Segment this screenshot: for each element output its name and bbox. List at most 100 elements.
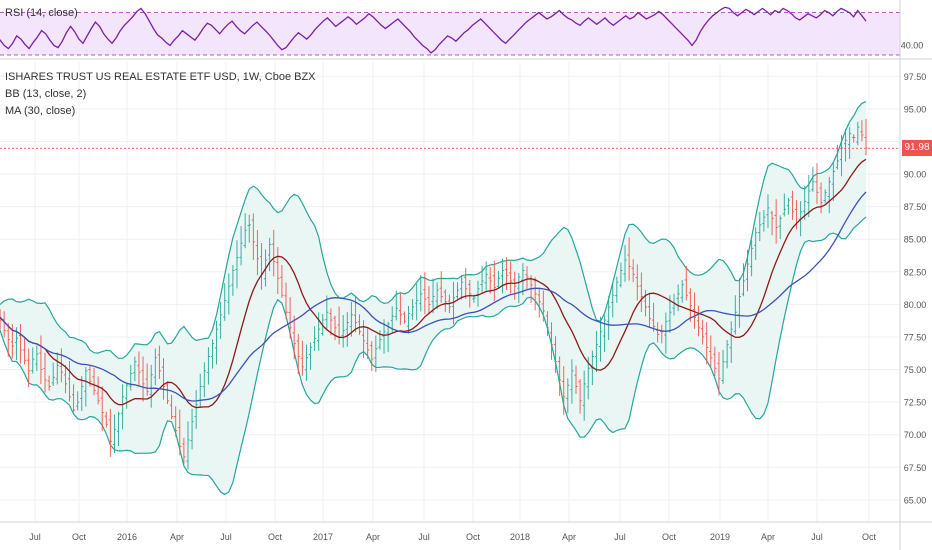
candle [276,247,280,295]
candle [517,272,521,304]
candle [18,324,23,364]
candle [537,288,541,318]
candle [774,199,778,244]
x-tick-label: Jul [811,532,823,542]
candle [312,326,317,352]
candle [627,237,631,281]
candle [848,127,852,160]
candle [725,339,729,369]
candle [545,311,550,337]
y-tick-label: 65.00 [904,495,927,505]
bb-legend-label[interactable]: BB (13, close, 2) [5,88,87,100]
candle [705,322,709,365]
candle [668,295,672,333]
candle [492,260,496,302]
candle [811,167,815,192]
candle [574,365,578,394]
candle [598,316,603,362]
candle [864,118,868,156]
y-tick-label: 87.50 [904,202,927,212]
candle [782,193,786,217]
x-tick-label: Jul [418,532,430,542]
candle [504,257,509,290]
candle [411,299,415,320]
x-tick-label: 2017 [313,532,333,542]
candle [615,276,619,303]
candle [292,315,296,360]
candle [129,364,133,391]
candle [214,320,219,365]
candle [778,215,782,240]
candle [766,194,770,229]
candle [116,411,121,446]
candles [0,118,868,470]
chart-title: ISHARES TRUST US REAL ESTATE ETF USD, 1W… [5,71,316,83]
ma-line [0,191,867,402]
candle [398,292,402,326]
x-tick-label: 2018 [510,532,530,542]
candle [843,128,848,162]
candle [31,347,35,374]
candle [6,323,10,357]
candle [67,361,72,402]
x-tick-label: Oct [662,532,677,542]
candle [235,240,239,289]
candle [427,286,431,315]
candle [353,296,358,333]
candle [835,144,840,170]
candle [717,351,721,396]
candle [807,175,811,218]
x-tick-label: Apr [366,532,380,542]
candle [370,341,374,372]
y-tick-label: 70.00 [904,430,927,440]
candle [288,297,292,339]
candle [635,264,639,301]
candle [182,437,186,464]
candle [553,336,558,373]
ma-legend-label[interactable]: MA (30, close) [5,105,76,117]
candle [202,362,206,398]
candle [423,272,427,315]
y-tick-label: 97.50 [904,72,927,82]
rsi-line [0,6,867,54]
candle [43,352,47,393]
candle [860,120,864,142]
candle [174,406,178,437]
x-tick-label: 2016 [117,532,137,542]
candle [406,306,411,334]
candle [631,259,635,283]
candle [374,335,378,373]
candle [435,282,439,309]
candle [210,339,215,369]
candle [525,266,529,290]
rsi-y-tick-label: 40.00 [901,40,924,50]
candle [84,367,88,407]
candle [39,335,43,385]
candle [251,213,255,260]
candle [153,348,157,386]
candle [509,261,513,294]
bb-basis-line [0,158,867,409]
candle [823,189,827,204]
candle [439,271,443,303]
candle [59,348,63,383]
y-tick-label: 82.50 [904,267,927,277]
candle [72,384,76,413]
candle [500,258,505,294]
candle [219,301,223,339]
candle [455,282,460,299]
candle [112,414,117,454]
x-tick-label: Apr [170,532,184,542]
rsi-legend-label[interactable]: RSI (14, close) [5,7,78,19]
candle [692,292,697,329]
candle [345,312,349,347]
candle [750,239,754,277]
candle [170,394,174,420]
candle [296,334,300,374]
candle [165,381,170,405]
candle [141,356,145,402]
candle [770,210,774,236]
candle [856,121,860,146]
candle [268,237,272,272]
